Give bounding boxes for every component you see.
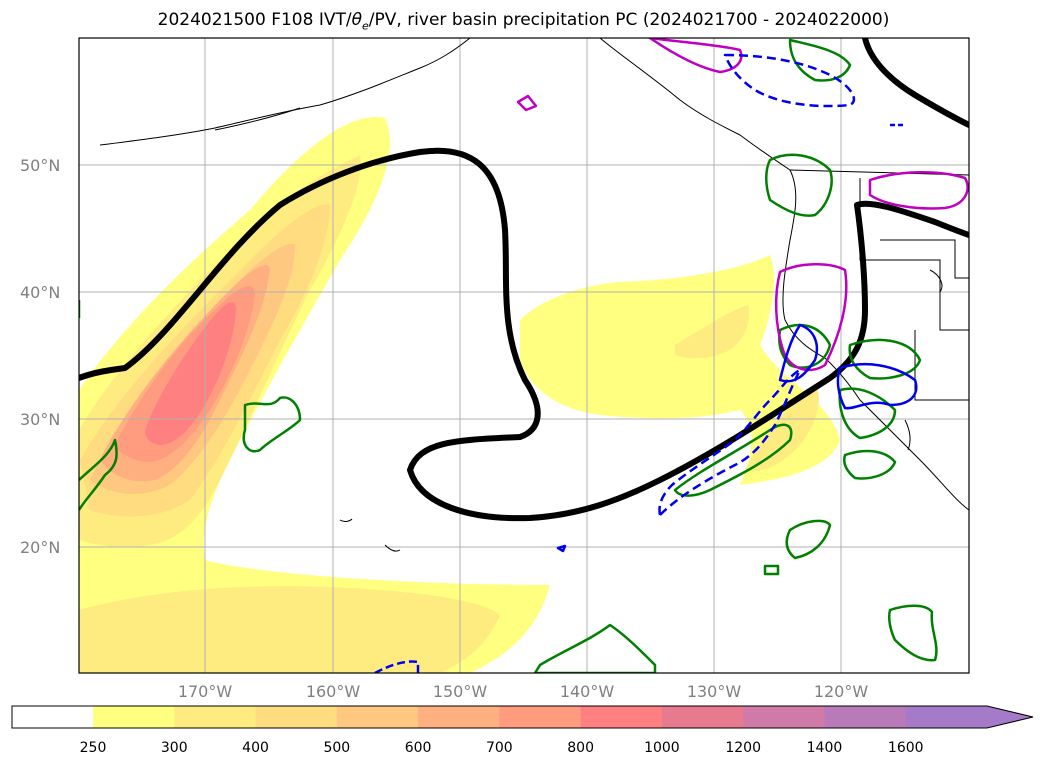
colorbar-segment [93, 706, 175, 728]
colorbar-segment [824, 706, 907, 728]
colorbar-tick-label: 1000 [644, 740, 680, 756]
colorbar-segment [336, 706, 419, 728]
colorbar-tick-label: 500 [323, 740, 350, 756]
colorbar-segment [499, 706, 582, 728]
lon-label-150: 150°W [433, 682, 488, 701]
lon-label-160: 160°W [306, 682, 361, 701]
lat-label-50: 50°N [20, 156, 60, 175]
map-title: 2024021500 F108 IVT/θe/PV, river basin p… [157, 10, 890, 33]
magenta-contours [516, 38, 969, 372]
lat-label-20: 20°N [20, 538, 60, 557]
lon-label-170: 170°W [178, 682, 233, 701]
colorbar-segment [905, 706, 988, 728]
colorbar-tick-label: 800 [567, 740, 594, 756]
latitude-labels: 50°N 40°N 30°N 20°N [20, 156, 60, 557]
lon-label-130: 130°W [687, 682, 742, 701]
colorbar-tick-label: 400 [242, 740, 269, 756]
ivt-level-300b [79, 586, 500, 673]
blue-contours [374, 53, 918, 673]
colorbar-outline [11, 705, 1034, 729]
pv-contour [79, 38, 969, 522]
colorbar-segment [174, 706, 257, 728]
ivt-level-800 [145, 302, 236, 445]
colorbar-tick-label: 250 [80, 740, 107, 756]
lat-label-40: 40°N [20, 283, 60, 302]
lon-label-140: 140°W [560, 682, 615, 701]
colorbar-segment [255, 706, 338, 728]
colorbar-under-segment [12, 706, 93, 728]
ivt-east-300 [675, 305, 750, 359]
map-panel [79, 38, 969, 673]
colorbar-tick-label: 1400 [807, 740, 843, 756]
colorbar-tick-label: 300 [161, 740, 188, 756]
colorbar-segment [661, 706, 744, 728]
colorbar-tick-labels: 250 300 400 500 600 700 800 1000 1200 1400 1600 [80, 740, 924, 756]
map-frame [78, 37, 970, 674]
colorbar-segment [743, 706, 825, 728]
colorbar-segments [93, 706, 988, 728]
colorbar-tick-label: 600 [405, 740, 432, 756]
colorbar: 250 300 400 500 600 700 800 1000 1200 1400 1600 [11, 705, 1034, 756]
lat-label-30: 30°N [20, 410, 60, 429]
graticule [79, 38, 969, 673]
colorbar-tick-label: 1200 [725, 740, 761, 756]
colorbar-segment [418, 706, 500, 728]
lon-label-120: 120°W [814, 682, 869, 701]
colorbar-extend-arrow [987, 706, 1033, 728]
longitude-labels: 170°W 160°W 150°W 140°W 130°W 120°W [178, 682, 869, 701]
ivt-level-250 [79, 117, 550, 673]
colorbar-segment [580, 706, 663, 728]
colorbar-tick-label: 700 [486, 740, 513, 756]
colorbar-tick-label: 1600 [888, 740, 924, 756]
coastlines [99, 38, 969, 552]
ivt-east-250 [520, 255, 840, 485]
ivt-east-300b [745, 385, 819, 472]
